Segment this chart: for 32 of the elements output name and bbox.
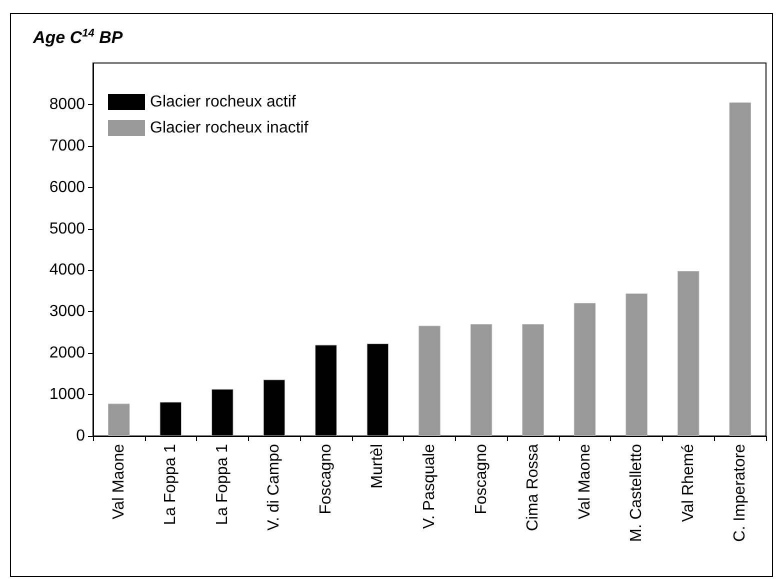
legend-label: Glacier rocheux actif	[150, 94, 296, 110]
bar	[418, 326, 440, 436]
bar	[626, 293, 648, 436]
bar	[574, 302, 596, 436]
x-tick-label: Val Maone	[110, 444, 128, 520]
bar	[108, 404, 130, 436]
bar	[522, 324, 544, 436]
legend-label: Glacier rocheux inactif	[150, 120, 309, 136]
x-tick-label: La Foppa 1	[214, 444, 231, 525]
x-tick-label: C. Imperatore	[732, 444, 749, 542]
y-tick-label: 2000	[49, 344, 86, 362]
y-tick-label: 6000	[49, 178, 86, 196]
x-tick-label: Foscagno	[472, 444, 490, 514]
x-tick-label: V. di Campo	[266, 444, 283, 531]
y-tick-label: 0	[76, 428, 86, 444]
x-tick-label: V. Pasquale	[421, 444, 438, 529]
bar	[470, 324, 492, 436]
x-tick-label: Murtèl	[369, 444, 386, 488]
x-tick-label: Val Rhemé	[680, 444, 697, 522]
y-tick-label: 3000	[49, 303, 86, 320]
x-tick-label: La Foppa 1	[162, 444, 180, 525]
y-tick-label: 7000	[49, 137, 86, 154]
x-tick-label: Cima Rossa	[524, 444, 542, 532]
x-tick-label: Foscagno	[317, 444, 334, 514]
y-tick-label: 4000	[49, 262, 86, 279]
x-tick-label: M. Castelletto	[628, 444, 646, 542]
y-tick-label: 1000	[49, 386, 86, 404]
bar	[677, 271, 700, 436]
x-tick-label: Val Maone	[576, 444, 594, 520]
y-tick-label: 5000	[49, 220, 86, 238]
bar	[729, 102, 751, 436]
y-tick-label: 8000	[49, 96, 86, 113]
